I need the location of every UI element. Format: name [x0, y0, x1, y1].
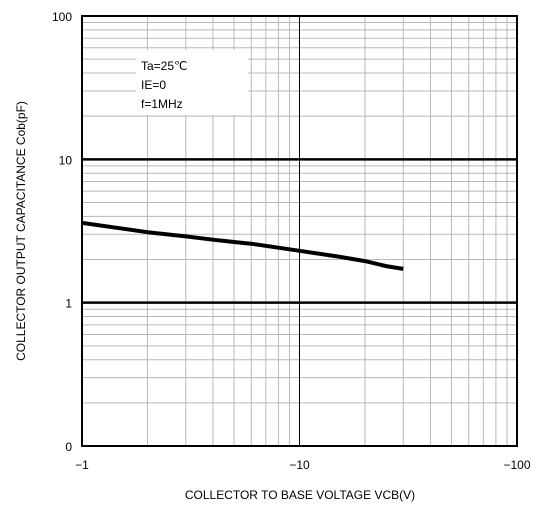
y-tick-label: 0 — [65, 440, 72, 454]
x-tick-label: −100 — [503, 458, 530, 472]
tick-labels: −1 −10 −100 0 1 10 100 — [52, 10, 531, 472]
x-tick-label: −10 — [289, 458, 310, 472]
x-axis-title: COLLECTOR TO BASE VOLTAGE VCB(V) — [185, 488, 415, 502]
x-tick-label: −1 — [75, 458, 89, 472]
annotation-freq: f=1MHz — [141, 97, 183, 111]
y-axis-title: COLLECTOR OUTPUT CAPACITANCE Cob(pF) — [14, 101, 28, 361]
annotation-temp: Ta=25℃ — [141, 59, 188, 73]
series-line — [81, 220, 404, 271]
y-tick-label: 10 — [59, 153, 73, 167]
annotation-ie: IE=0 — [141, 78, 166, 92]
y-tick-label: 100 — [52, 10, 72, 24]
y-tick-label: 1 — [65, 297, 72, 311]
plot-frame — [81, 15, 518, 447]
annotation-box — [136, 50, 248, 115]
